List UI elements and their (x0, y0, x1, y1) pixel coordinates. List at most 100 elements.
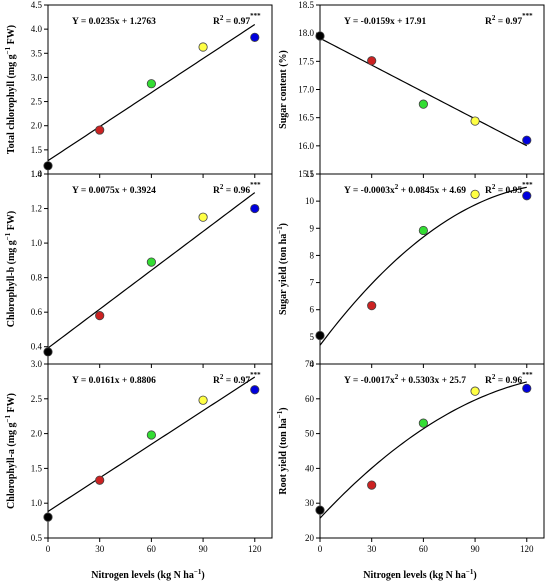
y-tick-label: 0.5 (31, 533, 43, 543)
data-point (315, 505, 325, 515)
r-squared-significance: *** (250, 371, 261, 379)
fit-equation-main: Y = -0.0003x (344, 186, 395, 196)
fit-equation-main: Y = 0.0235x + 1.2763 (72, 17, 156, 27)
y-axis-label-tail: FW) (6, 211, 17, 233)
y-axis-label-tail: FW) (6, 25, 17, 47)
x-tick-label: 120 (248, 544, 262, 554)
data-point (522, 191, 532, 201)
fit-equation-main: Y = 0.0161x + 0.8806 (72, 376, 156, 386)
x-axis-label-left-main: Nitrogen levels (kg N ha (91, 570, 194, 581)
fit-equation: Y = 0.0161x + 0.8806 (72, 376, 156, 386)
y-tick-label: 0.8 (31, 273, 43, 283)
plot-frame (47, 173, 273, 365)
r-squared: R2 = 0.97*** (485, 12, 533, 27)
y-tick-label: 1.5 (31, 145, 43, 155)
x-tick-label: 90 (199, 544, 209, 554)
fit-equation-main: Y = -0.0159x + 17.91 (344, 17, 426, 27)
data-point (522, 383, 532, 393)
fit-line (47, 376, 256, 513)
data-point (367, 56, 377, 66)
plot-frame (319, 173, 545, 365)
data-point (146, 430, 156, 440)
y-tick-label: 5 (310, 332, 315, 342)
y-tick-label: 6 (310, 305, 315, 315)
chart-chlorophyll_a: 0.5 1.0 1.5 2.0 2.5 3.0 0 30 60 90 120 Y = 0.0161x … (4, 359, 273, 554)
data-point (198, 212, 208, 222)
y-tick-label: 17.0 (298, 85, 314, 95)
r-squared-value: = 0.97 (223, 376, 250, 386)
x-axis-label-left-close: ) (201, 570, 204, 581)
plot-frame (319, 4, 545, 175)
y-tick-label: 60 (305, 394, 315, 404)
y-axis-label-main: Chlorophyll-b (mg g (6, 240, 17, 327)
chart-total_chlorophyll: 1.0 1.5 2.0 2.5 3.0 3.5 4.0 4.5 Y = 0.0235x + 1.… (4, 0, 273, 179)
data-point (418, 99, 428, 109)
data-point (367, 480, 377, 490)
fit-equation-rest: + 0.5303x + 25.7 (398, 376, 466, 386)
y-tick-label: 3.5 (31, 48, 43, 58)
y-tick-label: 4.0 (31, 24, 43, 34)
fit-equation: Y = -0.0017x2 + 0.5303x + 25.7 (344, 373, 466, 386)
r-squared-symbol: R (485, 17, 492, 27)
y-tick-label: 18.0 (298, 28, 314, 38)
r-squared-exponent: 2 (220, 183, 224, 191)
data-point (250, 385, 260, 395)
y-tick-label: 1.0 (31, 238, 43, 248)
y-axis-label-sup: −1 (276, 410, 284, 418)
x-tick-label: 60 (419, 544, 429, 554)
fit-equation: Y = 0.0235x + 1.2763 (72, 17, 156, 27)
r-squared-value: = 0.96 (495, 376, 522, 386)
data-point (95, 311, 105, 321)
r-squared: R2 = 0.96*** (485, 371, 533, 386)
plot-frame (47, 363, 273, 539)
data-point (43, 347, 53, 357)
y-tick-label: 3.0 (31, 72, 43, 82)
y-tick-label: 3.0 (31, 359, 43, 369)
r-squared-symbol: R (213, 17, 220, 27)
y-tick-label: 1.2 (31, 204, 42, 214)
data-point (418, 225, 428, 236)
fit-equation: Y = -0.0159x + 17.91 (344, 17, 426, 27)
y-tick-label: 1.0 (31, 498, 43, 508)
y-axis-label-main: Chlorophyll-a (mg g (6, 422, 17, 509)
y-axis-label-tail: ) (278, 407, 289, 410)
y-tick-label: 9 (310, 223, 315, 233)
r-squared-exponent: 2 (492, 183, 496, 191)
x-axis-label-right: Nitrogen levels (kg N ha−1) (363, 568, 476, 581)
panels-group: 1.0 1.5 2.0 2.5 3.0 3.5 4.0 4.5 Y = 0.0235x + 1.… (4, 0, 545, 554)
y-axis-label-sup: −1 (4, 232, 12, 240)
x-tick-label: 0 (318, 544, 323, 554)
data-point (146, 79, 156, 89)
y-axis-label-sup: −1 (4, 46, 12, 54)
y-tick-label: 30 (305, 498, 315, 508)
data-point (198, 42, 208, 52)
data-point (198, 395, 208, 405)
fit-equation-sup: 2 (395, 183, 399, 191)
y-tick-label: 18.5 (298, 0, 314, 10)
y-tick-label: 20 (305, 533, 315, 543)
fit-equation-main: Y = -0.0017x (344, 376, 395, 386)
r-squared-value: = 0.95 (495, 186, 522, 196)
fit-line (47, 192, 256, 349)
fit-equation: Y = -0.0003x2 + 0.0845x + 4.69 (344, 183, 466, 196)
x-axis-label-right-sup: −1 (466, 568, 474, 576)
r-squared: R2 = 0.97*** (213, 12, 261, 27)
chart-sugar_content: 15.5 16.0 16.5 17.0 17.5 18.0 18.5 Y = -0.0159x… (278, 0, 545, 179)
y-tick-label: 1.5 (31, 463, 43, 473)
y-axis-label: Chlorophyll-b (mg g−1 FW) (4, 211, 17, 328)
data-point (250, 32, 260, 42)
y-tick-label: 15.5 (298, 169, 314, 179)
y-tick-label: 10 (305, 196, 315, 206)
data-point (43, 512, 53, 522)
x-tick-label: 30 (95, 544, 105, 554)
r-squared: R2 = 0.96*** (213, 181, 261, 196)
y-tick-label: 1.4 (31, 169, 43, 179)
y-tick-label: 2.0 (31, 121, 43, 131)
y-axis-label-main: Sugar yield (ton ha (278, 234, 289, 315)
r-squared-exponent: 2 (220, 14, 224, 22)
x-axis-label-left-sup: −1 (194, 568, 202, 576)
data-point (315, 330, 325, 341)
